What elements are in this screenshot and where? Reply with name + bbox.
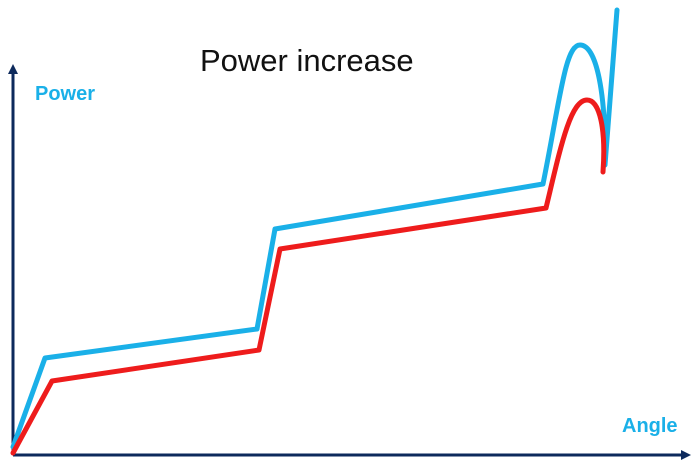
diagram-title: Power increase — [200, 43, 414, 79]
y-axis-label: Power — [35, 83, 95, 106]
lower-power-curve — [13, 100, 604, 453]
x-axis-label: Angle — [622, 415, 678, 438]
